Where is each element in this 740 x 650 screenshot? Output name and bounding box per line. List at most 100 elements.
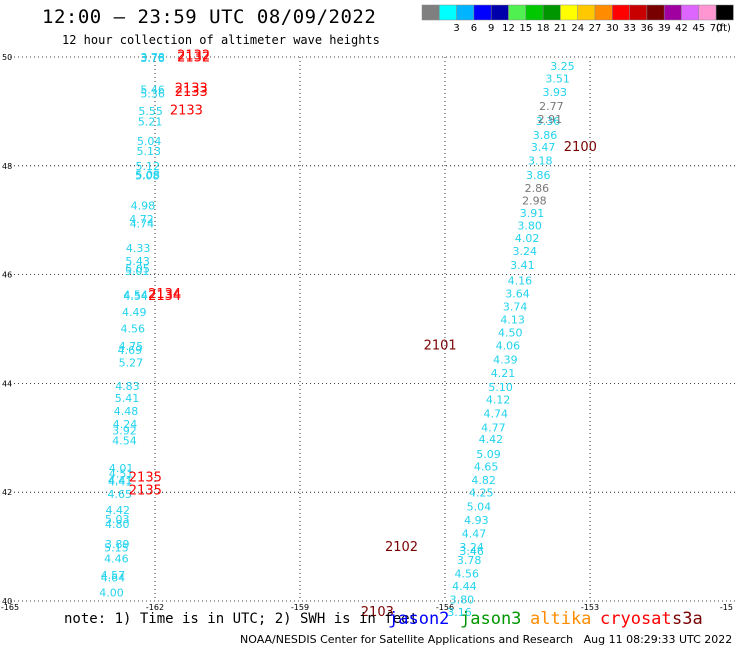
wave-height-value: 4.42	[106, 504, 131, 517]
time-labels: 2132213221332133213321342134213521352100…	[129, 49, 597, 621]
wave-height-value: 4.64	[101, 571, 126, 584]
wave-height-value: 5.03	[105, 513, 130, 526]
wave-height-value: 5.08	[136, 168, 161, 181]
legend-swatch	[577, 4, 596, 21]
wave-height-value: 4.65	[107, 488, 132, 501]
chart-subtitle: 12 hour collection of altimeter wave hei…	[62, 33, 380, 47]
y-tick-label: 48	[2, 162, 12, 171]
legend-swatch	[525, 4, 544, 21]
wave-height-value: 5.41	[115, 392, 140, 405]
wave-height-value: 3.78	[140, 51, 165, 64]
legend-bin-label: 24	[571, 23, 584, 34]
legend-swatch	[508, 4, 527, 21]
wave-height-value: 5.15	[104, 541, 129, 554]
wave-height-value: 4.69	[118, 344, 143, 357]
wave-height-value: 3.24	[459, 541, 484, 554]
legend-swatch	[490, 4, 509, 21]
y-tick-label: 46	[2, 271, 12, 280]
wave-height-value: 4.54	[123, 290, 148, 303]
chart-grid	[10, 56, 735, 602]
legend-bin-label: 45	[692, 23, 705, 34]
wave-height-value: 4.33	[126, 242, 151, 255]
legend-bin-label: 3	[453, 23, 459, 34]
legend-swatch	[681, 4, 700, 21]
wave-height-value: 4.21	[491, 367, 516, 380]
wave-height-value: 4.39	[493, 353, 518, 366]
legend-bin-label: 42	[675, 23, 688, 34]
wave-height-value: 4.57	[101, 569, 126, 582]
wave-height-value: 4.74	[130, 217, 155, 230]
wave-height-value: 2.98	[522, 194, 547, 207]
x-tick-label: -153	[581, 603, 599, 612]
wave-height-value: 5.13	[136, 145, 161, 158]
wave-height-value: 3.64	[505, 287, 530, 300]
data-points: 3.783.785.465.365.555.215.045.135.125.08…	[99, 51, 574, 619]
legend-swatch	[594, 4, 613, 21]
time-label: 2134	[148, 287, 181, 302]
legend-swatch	[439, 4, 457, 21]
wave-height-value: 4.77	[481, 421, 506, 434]
wave-height-value: 4.83	[115, 380, 140, 393]
legend-bin-label: 27	[589, 23, 602, 34]
wave-height-value: 5.09	[476, 448, 501, 461]
wave-height-value: 4.48	[114, 405, 139, 418]
wave-height-value: 4.49	[122, 306, 147, 319]
legend-swatch	[456, 4, 475, 21]
chart-title: 12:00 – 23:59 UTC 08/09/2022	[42, 6, 377, 28]
time-label: 2133	[175, 85, 208, 100]
wave-height-value: 3.91	[520, 207, 545, 220]
time-label: 2133	[170, 104, 203, 119]
wave-height-value: 4.44	[452, 580, 477, 593]
legend-bin-label: 70	[710, 23, 723, 34]
wave-height-value: 5.04	[467, 501, 492, 514]
legend-bin-label: 33	[623, 23, 636, 34]
legend-swatch	[542, 4, 561, 21]
time-label: 2135	[129, 483, 162, 498]
legend-bin-label: 36	[641, 23, 654, 34]
wave-height-value: 5.04	[137, 135, 162, 148]
wave-height-value: 4.72	[129, 213, 154, 226]
credit-line: NOAA/NESDIS Center for Satellite Applica…	[240, 633, 733, 646]
wave-height-legend: 3 6 9 12 15 18 21 24 27 30 33 36 39 42 45 70(ft)	[421, 4, 734, 34]
wave-height-value: 4.16	[508, 274, 533, 287]
wave-height-value: 4.12	[486, 394, 511, 407]
y-tick-label: 40	[2, 597, 12, 606]
wave-height-value: 3.46	[459, 545, 484, 558]
legend-bin-label: 15	[519, 23, 532, 34]
wave-height-value: 4.98	[131, 199, 156, 212]
legend-bin-label: 12	[502, 23, 515, 34]
y-tick-label: 50	[2, 53, 12, 62]
time-label: 2134	[148, 289, 181, 304]
wave-height-value: 4.24	[113, 418, 138, 431]
x-tick-label: -165	[1, 603, 19, 612]
wave-height-value: 3.36	[536, 115, 561, 128]
legend-swatch	[612, 4, 630, 21]
wave-height-value: 4.54	[112, 434, 137, 447]
wave-height-value: 3.78	[457, 554, 482, 567]
wave-height-value: 3.93	[542, 86, 567, 99]
wave-height-value: 4.54	[123, 289, 148, 302]
wave-height-value: 5.01	[125, 265, 150, 278]
wave-height-value: 5.36	[140, 87, 165, 100]
wave-height-value: 3.86	[533, 129, 558, 142]
wave-height-value: 4.74	[484, 408, 509, 421]
wave-height-value: 4.00	[99, 587, 124, 600]
wave-height-value: 3.80	[450, 594, 475, 607]
time-label: 2100	[564, 140, 597, 155]
x-tick-label: -162	[146, 603, 164, 612]
legend-swatch	[646, 4, 665, 21]
x-tick-label: -159	[291, 603, 309, 612]
legend-cryosat: cryosat	[600, 609, 672, 629]
legend-altika: altika	[530, 609, 592, 629]
time-label: 2132	[177, 50, 210, 65]
wave-height-value: 4.25	[469, 487, 494, 500]
wave-height-value: 5.43	[125, 255, 150, 268]
legend-jason2: jason2	[388, 609, 450, 629]
wave-height-value: 3.86	[526, 169, 551, 182]
legend-bin-label: 18	[537, 23, 550, 34]
wave-height-value: 2.77	[539, 100, 564, 113]
time-label: 2132	[177, 49, 210, 64]
wave-height-value: 4.56	[455, 568, 480, 581]
wave-height-value: 4.93	[464, 514, 489, 527]
legend-bin-label: 39	[658, 23, 671, 34]
